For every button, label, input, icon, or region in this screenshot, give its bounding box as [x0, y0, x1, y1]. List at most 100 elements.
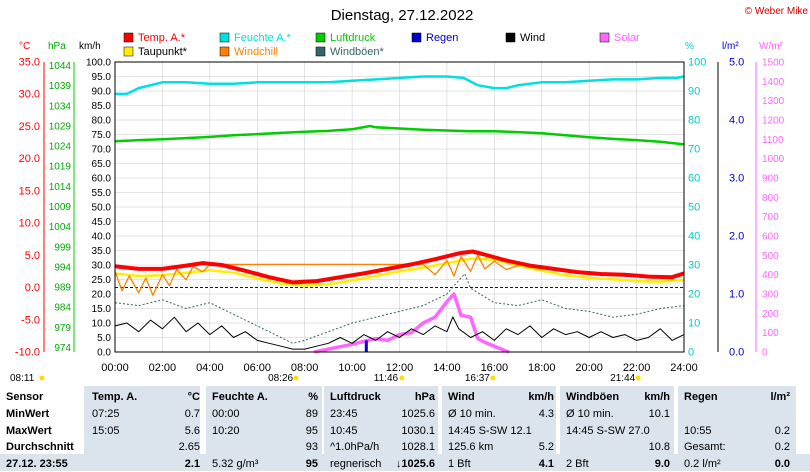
table-cell: [212, 439, 272, 455]
unit-humidity: %: [685, 41, 694, 52]
series-line-temp-a: [114, 249, 685, 285]
tick-wind: 15.0: [92, 304, 112, 315]
tick-pressure: 1044: [49, 61, 72, 72]
tick-time: 12:00: [386, 362, 414, 374]
tick-wind: 65.0: [92, 159, 112, 170]
table-cell: 5.6: [184, 424, 200, 437]
tick-pressure: 1024: [49, 142, 72, 153]
tick-wind: 85.0: [92, 101, 112, 112]
table-cell: 27.12. 23:55: [6, 457, 68, 470]
table-cell: ^1.0hPa/h: [330, 441, 380, 453]
table-cell: MinWert: [6, 408, 50, 420]
tick-solar: 1200: [762, 116, 785, 127]
legend-label: Windchill: [234, 46, 278, 58]
legend-swatch: [505, 32, 516, 43]
table-cell: Wind: [448, 391, 475, 403]
table-cell: Ø 10 min.: [566, 408, 614, 420]
table-cell: 1025.6: [401, 408, 435, 420]
tick-wind: 100.0: [86, 58, 111, 69]
tick-time: 24:00: [670, 362, 698, 374]
tick-temp: 25.0: [19, 121, 40, 133]
tick-pressure: 1009: [49, 202, 72, 213]
sun-icon: [293, 375, 299, 381]
tick-wind: 70.0: [92, 145, 112, 156]
tick-solar: 1000: [762, 154, 785, 165]
table-cell: °C: [187, 391, 200, 403]
table-cell: Regen: [684, 391, 718, 403]
series-line-taupunkt: [114, 257, 685, 287]
series-line-luftdruck: [114, 124, 685, 146]
tick-time: 08:00: [291, 362, 319, 374]
tick-solar: 0: [762, 348, 768, 359]
table-cell: Ø 10 min.: [448, 408, 496, 420]
event-label: 21:44: [610, 373, 635, 384]
tick-solar: 1500: [762, 58, 785, 69]
tick-rain: 4.0: [729, 115, 744, 127]
axis-units: °C hPa km/h % l/m² W/m²: [19, 41, 784, 52]
table-cell: 5.32 g/m³: [212, 457, 259, 470]
tick-solar: 800: [762, 193, 779, 204]
table-cell: 14:45 S-SW 27.0: [566, 424, 650, 437]
legend-label: Taupunkt*: [138, 46, 188, 58]
table-cell: hPa: [414, 391, 435, 403]
tick-pressure: 1029: [49, 121, 72, 132]
legend-label: Luftdruck: [330, 32, 376, 44]
table-cell: MaxWert: [6, 424, 52, 437]
weather-chart: Dienstag, 27.12.2022 © Weber Mike Temp. …: [10, 6, 808, 384]
table-cell: ↓1025.6: [395, 457, 435, 470]
table-cell: 0.2: [774, 424, 790, 437]
series-line-solar: [313, 292, 510, 354]
legend-label: Regen: [426, 32, 458, 44]
tick-wind: 75.0: [92, 130, 112, 141]
tick-time: 04:00: [196, 362, 224, 374]
unit-solar: W/m²: [759, 41, 784, 52]
tick-pressure: 989: [54, 283, 71, 294]
tick-pressure: 999: [54, 242, 71, 253]
table-cell: 0.0: [774, 457, 790, 470]
sun-icon: [635, 375, 641, 381]
event-label: 08:11: [10, 373, 35, 384]
tick-wind: 35.0: [92, 246, 112, 257]
tick-humidity: 20: [688, 289, 700, 301]
tick-time: 02:00: [149, 362, 177, 374]
current-row-bg: [0, 454, 810, 471]
tick-humidity: 40: [688, 231, 700, 243]
table-cell: 2.65: [178, 441, 200, 453]
tick-humidity: 80: [688, 115, 700, 127]
tick-humidity: 60: [688, 173, 700, 185]
table-cell: 23:45: [330, 408, 358, 420]
tick-humidity: 10: [688, 318, 700, 330]
table-cell: 07:25: [92, 408, 120, 420]
legend-label: Wind: [520, 32, 545, 44]
tick-wind: 50.0: [92, 203, 112, 214]
tick-wind: 25.0: [92, 275, 112, 286]
tick-solar: 1100: [762, 135, 784, 146]
table-cell: 89: [305, 408, 318, 420]
tick-solar: 900: [762, 174, 779, 185]
tick-pressure: 984: [54, 303, 71, 314]
tick-pressure: 1019: [49, 162, 72, 173]
tick-solar: 1400: [762, 77, 785, 88]
tick-solar: 200: [762, 309, 779, 320]
unit-pressure: hPa: [48, 41, 66, 52]
table-cell: km/h: [528, 391, 554, 403]
table-cell: regnerisch: [330, 457, 382, 470]
legend-swatch: [315, 32, 326, 43]
tick-temp: 5.0: [25, 250, 40, 262]
table-cell: [92, 439, 147, 455]
table-cell: 0.2: [774, 441, 790, 453]
series-line-feuchte-a: [115, 75, 685, 96]
tick-rain: 5.0: [729, 57, 744, 69]
unit-wind: km/h: [79, 41, 101, 52]
tick-time: 10:00: [338, 362, 366, 374]
tick-solar: 1300: [762, 96, 785, 107]
tick-rain: 0.0: [729, 347, 744, 359]
tick-humidity: 50: [688, 202, 700, 214]
sun-icon: [39, 375, 45, 381]
unit-rain: l/m²: [722, 41, 739, 52]
table-cell: Windböen: [566, 391, 620, 403]
table-cell: 0.2 l/m²: [684, 457, 721, 470]
table-cell: 2 Bft: [566, 457, 589, 470]
legend-swatch: [219, 32, 230, 43]
table-cell: Feuchte A.: [212, 391, 268, 403]
